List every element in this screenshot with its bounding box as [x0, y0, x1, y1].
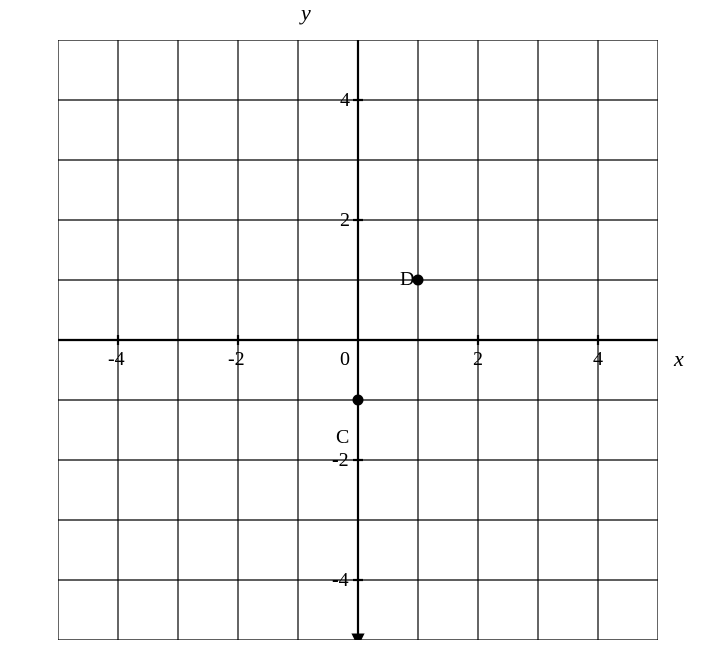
- point-label-d: D: [400, 268, 414, 291]
- x-tick-2: 2: [473, 348, 483, 371]
- x-tick-4: 4: [593, 348, 603, 371]
- y-tick-4: 4: [340, 89, 350, 112]
- x-axis-label: x: [674, 346, 684, 372]
- y-axis-label: y: [301, 0, 311, 26]
- y-tick--4: -4: [332, 569, 349, 592]
- chart-svg: [58, 40, 658, 640]
- y-tick--2: -2: [332, 449, 349, 472]
- origin-label: 0: [340, 348, 350, 371]
- y-tick-2: 2: [340, 209, 350, 232]
- point-c: [353, 395, 364, 406]
- point-label-c: C: [336, 426, 349, 449]
- x-tick--4: -4: [108, 348, 125, 371]
- coordinate-chart: [58, 40, 658, 640]
- x-tick--2: -2: [228, 348, 245, 371]
